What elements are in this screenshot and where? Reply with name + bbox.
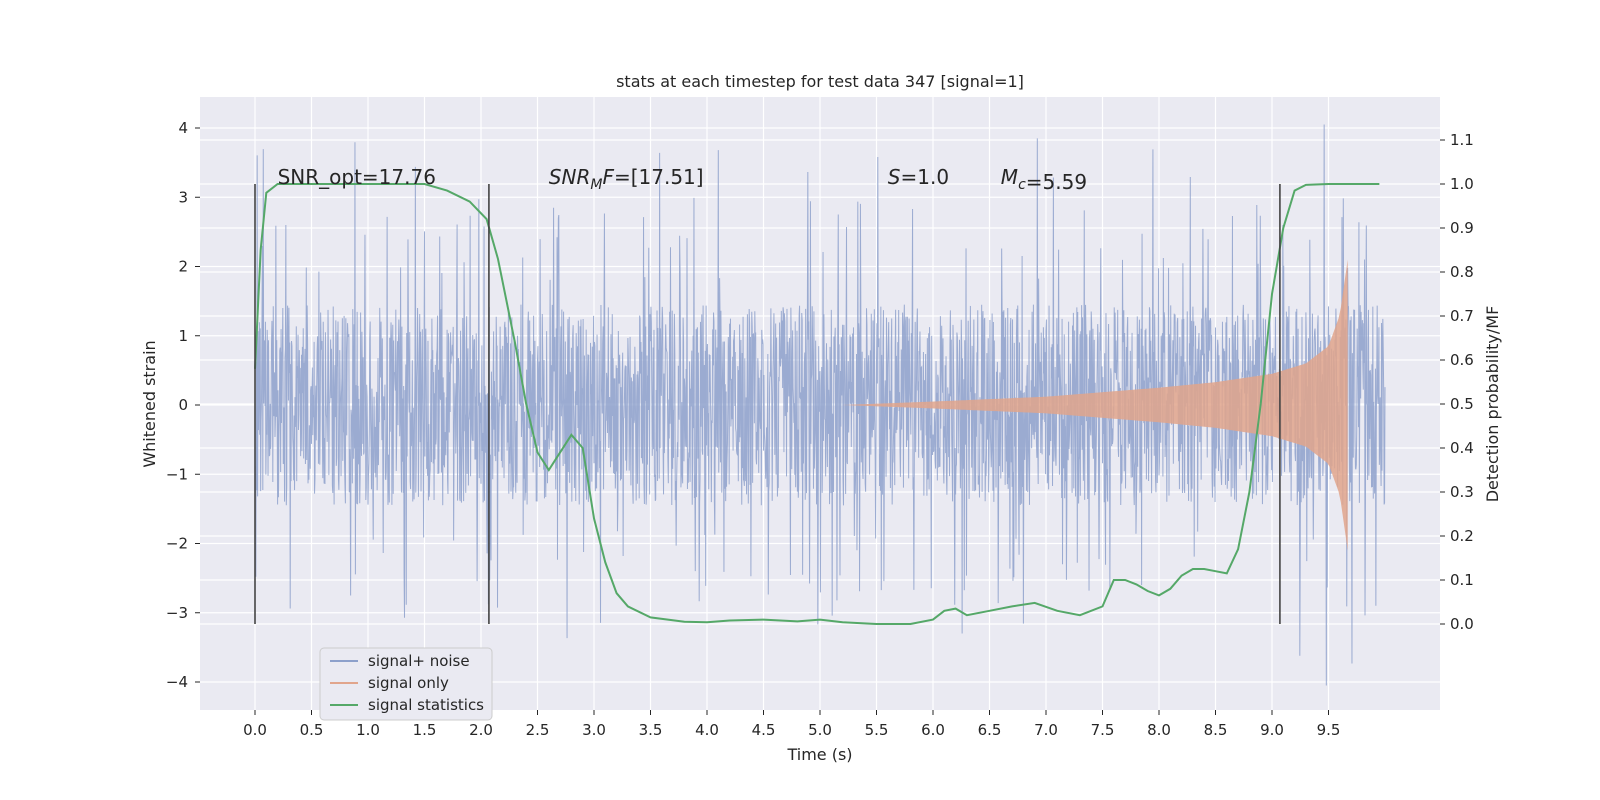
x-tick-label: 2.5	[526, 721, 550, 739]
series-signal-only-band	[842, 259, 1348, 551]
legend-label-signal-statistics: signal statistics	[368, 696, 484, 714]
annotation-text: SNRMF=[17.51]	[549, 165, 704, 193]
annotation-text: S=1.0	[888, 165, 949, 189]
x-tick-label: 5.5	[865, 721, 889, 739]
y-right-tick-label: 0.2	[1450, 527, 1474, 545]
x-tick-label: 3.0	[582, 721, 606, 739]
y-tick-label: −1	[166, 465, 188, 483]
data-layer	[254, 124, 1386, 686]
y-right-tick-label: 1.0	[1450, 175, 1474, 193]
x-tick-label: 8.0	[1147, 721, 1171, 739]
x-tick-label: 7.5	[1091, 721, 1115, 739]
series-signal-statistics-line	[254, 183, 1380, 625]
x-tick-label: 4.5	[752, 721, 776, 739]
x-tick-label: 6.0	[921, 721, 945, 739]
y-right-tick-label: 0.0	[1450, 615, 1474, 633]
axes: 0.0 0.5 1.0 1.5 2.0 2.5 3.0 3.5 4.0 4.5 5.0 5.5 6.0 6…	[166, 119, 1474, 739]
y-tick-label: −2	[166, 535, 188, 553]
y-tick-label: −3	[166, 604, 188, 622]
y-tick-label: 4	[178, 119, 188, 137]
x-tick-label: 6.5	[978, 721, 1002, 739]
y-tick-label: 3	[178, 188, 188, 206]
y-right-tick-label: 0.4	[1450, 439, 1474, 457]
y-tick-label: 0	[178, 396, 188, 414]
y-right-tick-label: 0.7	[1450, 307, 1474, 325]
x-tick-label: 1.5	[413, 721, 437, 739]
legend-label-signal-noise: signal+ noise	[368, 652, 470, 670]
x-tick-label: 1.0	[356, 721, 380, 739]
y-right-tick-label: 0.8	[1450, 263, 1474, 281]
x-tick-label: 0.0	[243, 721, 267, 739]
x-tick-label: 7.0	[1034, 721, 1058, 739]
y-axis-label: Whitened strain	[140, 340, 159, 467]
x-tick-label: 8.5	[1204, 721, 1228, 739]
y-right-axis-label: Detection probability/MF	[1483, 306, 1502, 503]
x-tick-label: 5.0	[808, 721, 832, 739]
y-right-tick-label: 1.1	[1450, 131, 1474, 149]
x-tick-label: 3.5	[639, 721, 663, 739]
x-tick-label: 2.0	[469, 721, 493, 739]
chart-title: stats at each timestep for test data 347…	[616, 72, 1024, 91]
y-right-tick-label: 0.3	[1450, 483, 1474, 501]
legend-box	[319, 647, 493, 721]
y-right-tick-label: 0.1	[1450, 571, 1474, 589]
x-tick-label: 4.0	[695, 721, 719, 739]
y-tick-label: −4	[166, 673, 188, 691]
y-tick-label: 1	[178, 327, 188, 345]
annotation-text: SNR_opt=17.76	[278, 165, 436, 189]
annotations: SNR_opt=17.76 SNRMF=[17.51] S=1.0 Mc=5.59	[278, 165, 1087, 194]
y-tick-label: 2	[178, 258, 188, 276]
x-tick-label: 0.5	[300, 721, 324, 739]
y-right-tick-label: 0.6	[1450, 351, 1474, 369]
annotation-text: Mc=5.59	[1001, 165, 1087, 194]
vertical-markers	[254, 184, 1281, 624]
y-right-tick-label: 0.9	[1450, 219, 1474, 237]
legend-label-signal-only: signal only	[368, 674, 449, 692]
legend: signal+ noise signal only signal statist…	[319, 647, 493, 721]
y-right-tick-label: 0.5	[1450, 395, 1474, 413]
x-tick-label: 9.0	[1260, 721, 1284, 739]
x-tick-label: 9.5	[1317, 721, 1341, 739]
x-axis-label: Time (s)	[786, 745, 852, 764]
